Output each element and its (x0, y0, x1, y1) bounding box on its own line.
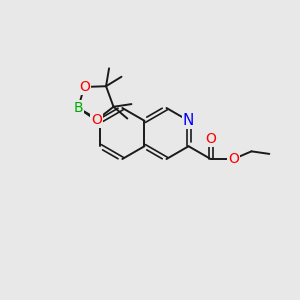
Text: O: O (79, 80, 90, 94)
Text: O: O (228, 152, 239, 166)
Text: O: O (91, 113, 102, 127)
Text: O: O (205, 132, 216, 145)
Text: B: B (74, 101, 83, 115)
Text: N: N (183, 113, 194, 128)
